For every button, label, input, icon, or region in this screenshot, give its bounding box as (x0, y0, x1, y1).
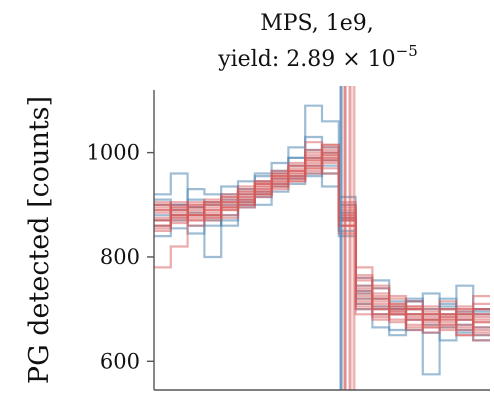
y-axis-label: PG detected [counts] (24, 96, 55, 384)
plot-area (154, 86, 490, 390)
y-tick-label-600: 600 (100, 349, 140, 373)
title-exponent: −5 (396, 42, 418, 60)
chart-title-line1: MPS, 1e9, (260, 11, 374, 36)
chart-title-line2: yield: 2.89 × 10−5 (217, 42, 418, 72)
title-mantissa: 2.89 × 10 (286, 47, 395, 72)
y-ticks: 600 800 1000 (87, 141, 154, 373)
series-line-blue-3 (154, 164, 490, 376)
title-prefix: yield: (217, 47, 286, 72)
y-tick-label-800: 800 (100, 245, 140, 269)
series-line-red-21 (154, 159, 490, 329)
series-line-red-20 (154, 143, 490, 334)
y-tick-label-1000: 1000 (87, 141, 140, 165)
